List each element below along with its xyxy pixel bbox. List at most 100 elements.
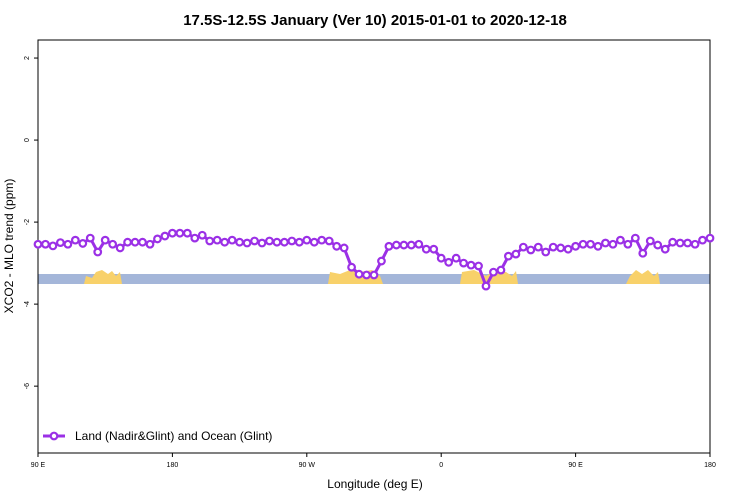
legend-label: Land (Nadir&Glint) and Ocean (Glint)	[75, 429, 272, 443]
data-point	[227, 235, 237, 245]
data-point	[645, 236, 655, 246]
data-point	[533, 242, 543, 252]
x-tick-label: 0	[439, 462, 443, 469]
data-point	[384, 241, 394, 251]
y-tick-label: -2	[24, 219, 31, 225]
data-point	[421, 244, 431, 254]
data-point	[638, 248, 648, 258]
data-point	[518, 242, 528, 252]
data-point	[392, 240, 401, 250]
y-tick-label: 0	[24, 138, 31, 142]
data-point	[369, 270, 379, 280]
data-point	[354, 269, 364, 279]
data-point	[705, 233, 715, 243]
data-point	[489, 267, 498, 277]
data-point	[466, 260, 476, 270]
data-point	[197, 230, 207, 240]
data-point	[690, 239, 700, 249]
data-point	[444, 257, 454, 267]
data-point	[324, 236, 334, 246]
data-point	[309, 237, 319, 247]
data-point	[683, 238, 692, 248]
data-point	[317, 235, 327, 245]
data-point	[481, 281, 491, 291]
data-point	[563, 244, 573, 254]
data-point	[660, 244, 670, 254]
data-point	[436, 253, 446, 263]
data-point	[167, 228, 177, 238]
data-point	[220, 237, 230, 247]
data-point	[347, 262, 357, 272]
x-tick-label: 180	[704, 462, 716, 469]
data-point	[41, 239, 50, 249]
data-point	[205, 236, 215, 246]
data-point	[414, 239, 424, 249]
data-point	[578, 239, 588, 249]
data-point	[108, 239, 118, 249]
data-point	[556, 243, 566, 253]
y-tick-label: 2	[24, 56, 31, 60]
data-point	[451, 253, 461, 263]
data-point	[100, 235, 110, 245]
data-point	[675, 238, 685, 248]
data-point	[190, 233, 200, 243]
data-point	[362, 270, 371, 280]
data-point	[630, 233, 640, 243]
data-point	[250, 236, 259, 246]
data-point	[48, 241, 58, 251]
data-point	[153, 234, 162, 244]
data-point	[182, 228, 192, 238]
data-point	[302, 235, 312, 245]
data-point	[85, 233, 95, 243]
data-point	[616, 235, 625, 245]
x-axis-label: Longitude (deg E)	[327, 477, 422, 491]
data-point	[406, 240, 416, 250]
data-point	[377, 256, 386, 266]
data-point	[496, 265, 506, 275]
data-point	[130, 237, 140, 247]
data-point	[56, 238, 65, 248]
data-point	[78, 239, 88, 248]
chart-title: 17.5S-12.5S January (Ver 10) 2015-01-01 …	[183, 12, 567, 29]
data-point	[399, 240, 409, 250]
data-point	[115, 243, 125, 253]
legend-marker	[49, 431, 59, 441]
data-point	[511, 249, 521, 259]
y-tick-label: -4	[24, 301, 31, 307]
data-point	[160, 231, 170, 241]
data-point	[653, 240, 663, 250]
data-point	[257, 238, 267, 248]
data-point	[541, 247, 551, 257]
data-point	[593, 241, 603, 251]
data-point	[287, 236, 297, 246]
data-point	[145, 239, 155, 249]
y-axis-label: XCO2 - MLO trend (ppm)	[2, 179, 16, 314]
data-point	[272, 237, 282, 247]
data-point	[601, 238, 610, 248]
data-point	[504, 251, 513, 261]
data-point	[235, 237, 245, 247]
data-point	[33, 239, 43, 249]
data-point	[63, 239, 73, 249]
x-tick-label: 90 E	[31, 462, 46, 469]
data-point	[280, 237, 289, 247]
data-point	[571, 241, 580, 251]
data-point	[70, 235, 80, 245]
data-point	[265, 236, 274, 246]
data-point	[526, 245, 536, 255]
data-point	[586, 239, 595, 249]
x-tick-label: 180	[167, 462, 179, 469]
data-point	[93, 247, 103, 257]
data-point	[175, 228, 185, 238]
data-point	[212, 235, 222, 245]
data-point	[242, 238, 252, 248]
data-point	[339, 243, 349, 253]
data-point	[459, 258, 469, 268]
data-point	[698, 235, 707, 245]
data-point	[138, 237, 147, 247]
data-point	[668, 237, 678, 247]
x-tick-label: 90 E	[568, 462, 583, 469]
data-point	[332, 241, 342, 251]
x-tick-label: 90 W	[299, 462, 316, 469]
